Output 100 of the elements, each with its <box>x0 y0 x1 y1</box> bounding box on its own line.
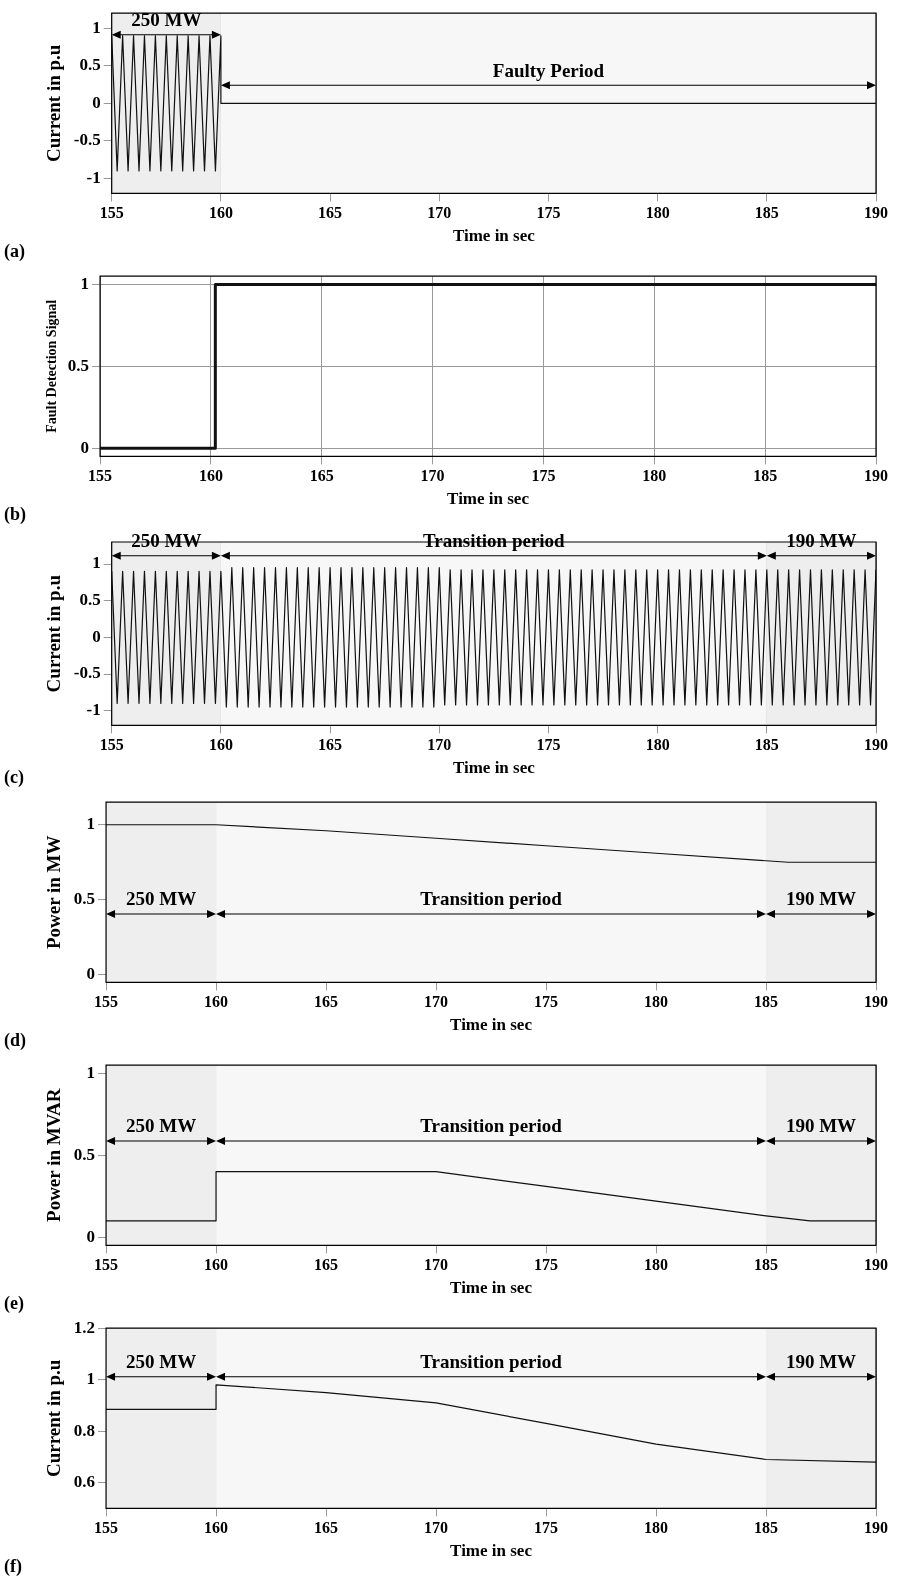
x-tick-label: 190 <box>864 993 888 1011</box>
y-tick-label: 1 <box>86 1062 96 1082</box>
x-tick-label: 170 <box>424 1519 449 1537</box>
y-axis-title: Power in MVAR <box>43 1088 65 1222</box>
band-label: 250 MW <box>131 530 202 552</box>
band-label: 250 MW <box>131 9 202 31</box>
x-tick-label: 175 <box>536 736 561 754</box>
y-tick-label: 0.5 <box>73 889 96 909</box>
x-tick-label: 180 <box>644 993 669 1011</box>
x-tick-label: 180 <box>644 1256 669 1274</box>
x-tick-label: 160 <box>198 467 223 485</box>
y-tick-label: 0.5 <box>79 590 101 610</box>
x-tick-label: 175 <box>531 467 556 485</box>
x-tick-label: 185 <box>754 204 779 222</box>
band-label: 250 MW <box>125 1351 197 1373</box>
x-tick-label: 190 <box>864 1519 888 1537</box>
x-tick-label: 175 <box>536 204 561 222</box>
x-tick-label: 160 <box>204 1256 229 1274</box>
x-tick-label: 155 <box>88 467 113 485</box>
band-label: Faulty Period <box>492 59 605 81</box>
x-axis-title: Time in sec <box>447 489 530 509</box>
x-tick-label: 160 <box>204 993 229 1011</box>
y-tick-label: 0 <box>86 1226 96 1246</box>
y-tick-label: 1 <box>92 17 101 37</box>
x-axis-title: Time in sec <box>450 1541 533 1561</box>
x-tick-label: 155 <box>94 993 119 1011</box>
x-tick-label: 165 <box>314 993 339 1011</box>
x-tick-label: 180 <box>645 736 670 754</box>
x-tick-label: 170 <box>424 1256 449 1274</box>
band-label: 250 MW <box>125 888 197 910</box>
y-tick-label: 0.6 <box>73 1472 96 1492</box>
x-tick-label: 155 <box>94 1256 119 1274</box>
x-tick-label: 175 <box>534 1519 559 1537</box>
x-tick-label: 165 <box>318 736 343 754</box>
y-tick-label: -1 <box>86 700 101 720</box>
x-tick-label: 155 <box>99 204 124 222</box>
x-tick-label: 165 <box>314 1519 339 1537</box>
y-axis-title: Fault Detection Signal <box>44 299 60 433</box>
x-axis-title: Time in sec <box>452 758 536 778</box>
x-tick-label: 190 <box>864 467 888 485</box>
x-tick-label: 180 <box>644 1519 669 1537</box>
x-tick-label: 190 <box>864 736 888 754</box>
band-label: 250 MW <box>125 1115 197 1137</box>
y-tick-label: 0.8 <box>73 1420 96 1440</box>
x-axis-title: Time in sec <box>450 1015 533 1035</box>
y-tick-label: 0.5 <box>79 55 101 75</box>
x-tick-label: 170 <box>420 467 445 485</box>
y-axis-title: Current in p.u <box>43 44 65 162</box>
x-axis-title: Time in sec <box>450 1278 533 1298</box>
y-axis-title: Power in MW <box>43 835 65 950</box>
y-tick-label: 0 <box>92 626 101 646</box>
y-tick-label: 1 <box>92 553 101 573</box>
y-tick-label: 1 <box>86 814 96 834</box>
text: (c) <box>4 766 24 788</box>
y-tick-label: 0.5 <box>67 355 90 375</box>
band-label: 190 MW <box>785 888 857 910</box>
x-tick-label: 185 <box>754 1256 779 1274</box>
text: (f) <box>4 1555 22 1577</box>
x-tick-label: 160 <box>208 736 233 754</box>
y-tick-label: 1 <box>80 273 90 293</box>
x-tick-label: 170 <box>424 993 449 1011</box>
x-tick-label: 180 <box>642 467 667 485</box>
band-label: 190 MW <box>785 1351 857 1373</box>
text: (d) <box>4 1029 26 1051</box>
x-tick-label: 165 <box>318 204 343 222</box>
x-tick-label: 165 <box>309 467 334 485</box>
y-tick-label: -1 <box>86 167 101 187</box>
x-tick-label: 160 <box>204 1519 229 1537</box>
y-tick-label: 0.5 <box>73 1144 96 1164</box>
x-tick-label: 180 <box>645 204 670 222</box>
band-label: Transition period <box>420 888 563 910</box>
x-tick-label: 155 <box>99 736 124 754</box>
y-tick-label: 0 <box>92 92 101 112</box>
x-tick-label: 185 <box>754 736 779 754</box>
x-axis-title: Time in sec <box>452 226 536 246</box>
y-axis-title: Current in p.u <box>43 574 65 693</box>
x-tick-label: 175 <box>534 1256 559 1274</box>
band-label: Transition period <box>423 530 566 552</box>
y-axis-title: Current in p.u <box>43 1359 65 1477</box>
y-tick-label: -0.5 <box>73 130 101 150</box>
x-tick-label: 170 <box>427 204 452 222</box>
x-tick-label: 170 <box>427 736 452 754</box>
y-tick-label: 0 <box>86 964 96 984</box>
y-tick-label: 0 <box>80 437 90 457</box>
y-tick-label: -0.5 <box>73 663 101 683</box>
x-tick-label: 190 <box>864 1256 888 1274</box>
x-tick-label: 160 <box>208 204 233 222</box>
text: (b) <box>4 503 26 525</box>
x-tick-label: 190 <box>864 204 888 222</box>
text: (a) <box>4 240 25 262</box>
x-tick-label: 185 <box>753 467 778 485</box>
x-tick-label: 185 <box>754 1519 779 1537</box>
band-label: 190 MW <box>785 1115 857 1137</box>
x-tick-label: 155 <box>94 1519 119 1537</box>
x-tick-label: 175 <box>534 993 559 1011</box>
band-label: Transition period <box>420 1351 563 1373</box>
band-label: Transition period <box>420 1115 563 1137</box>
y-tick-label: 1.2 <box>73 1317 96 1337</box>
x-tick-label: 185 <box>754 993 779 1011</box>
band-label: 190 MW <box>786 530 857 552</box>
